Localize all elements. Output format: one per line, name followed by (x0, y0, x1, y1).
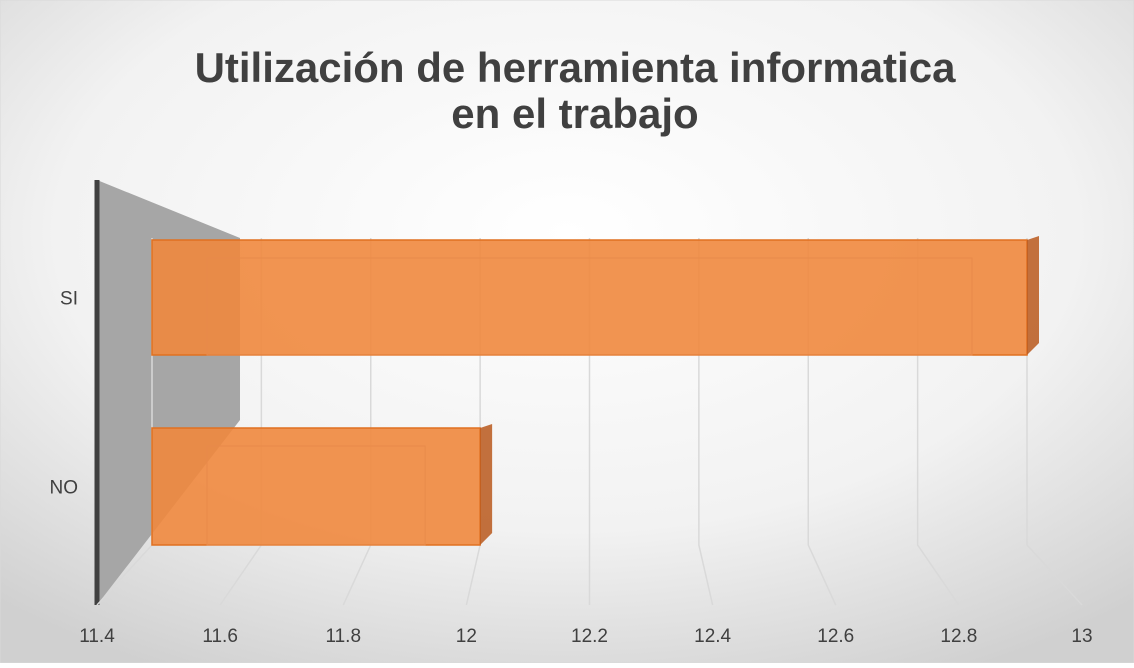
x-tick-label: 13 (1071, 626, 1092, 647)
x-tick-label: 12.6 (817, 626, 854, 647)
bar-side (480, 424, 493, 545)
bar-inner (206, 445, 426, 546)
plot: 11.4 11.6 11.8 12 12.2 12.4 12.6 12.8 13 SI NO (50, 236, 1093, 647)
chart-title: en el trabajo (451, 90, 698, 137)
x-tick-label: 12.8 (940, 626, 977, 647)
x-tick-label: 11.8 (325, 626, 361, 647)
x-tick-label: 11.6 (202, 626, 238, 647)
bar (151, 239, 1028, 356)
x-tick-label: 12.4 (694, 626, 731, 647)
x-tick-label: 12.2 (571, 626, 608, 647)
chart-title: Utilización de herramienta informatica (195, 44, 957, 91)
bar-inner (206, 257, 973, 356)
x-tick-label: 11.4 (79, 626, 115, 647)
y-tick-label: NO (50, 478, 79, 499)
bar-side (1027, 236, 1039, 355)
x-tick-label: 12 (456, 626, 477, 647)
y-tick-label: SI (60, 289, 78, 310)
